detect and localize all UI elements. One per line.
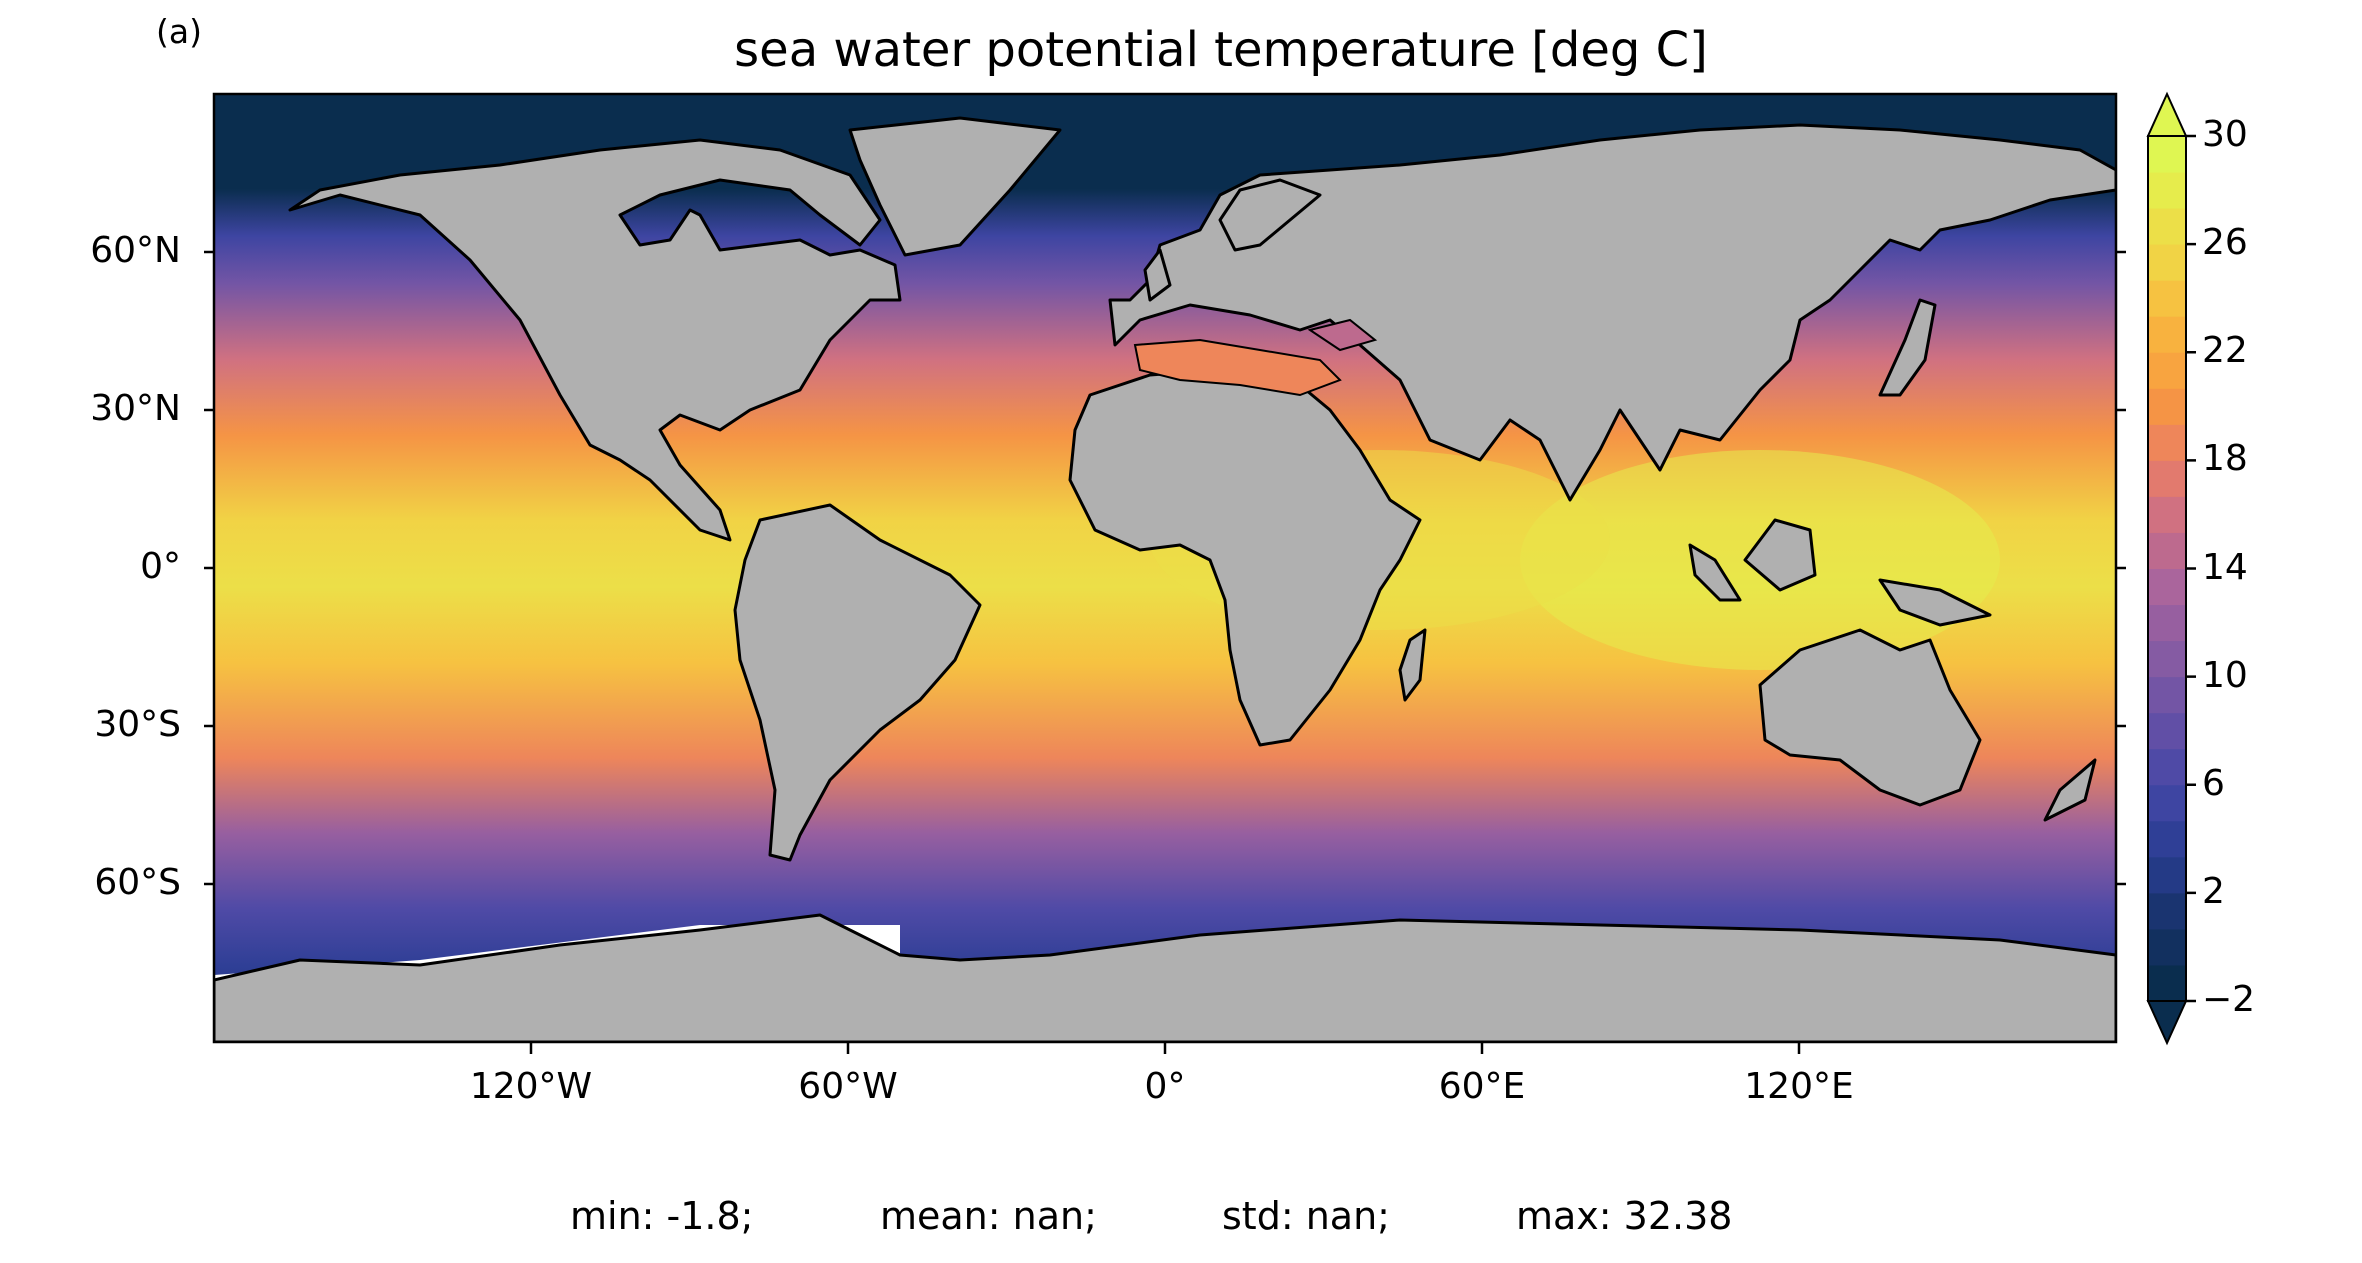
colorbar-segment xyxy=(2148,820,2186,858)
lon-label: 60°E xyxy=(1438,1066,1526,1107)
colorbar-segment xyxy=(2148,280,2186,317)
land-scandinavia xyxy=(1218,178,1322,252)
lat-label: 30°N xyxy=(90,388,181,429)
colorbar-extend-min xyxy=(2146,1000,2188,1046)
colorbar-tick-label: 26 xyxy=(2202,222,2248,264)
land-eurasia xyxy=(1108,123,2116,502)
colorbar-tick-label: 18 xyxy=(2202,438,2248,480)
colorbar-segment xyxy=(2148,496,2186,533)
colorbar-segment xyxy=(2148,964,2186,1002)
colorbar-tick-label: 2 xyxy=(2202,870,2225,912)
colorbar-segment xyxy=(2148,136,2186,173)
land-south-america xyxy=(733,503,982,862)
land-north-america xyxy=(288,138,902,542)
stat-std: std: nan; xyxy=(1222,1194,1390,1238)
colorbar-tick-label: 14 xyxy=(2202,546,2248,588)
land-new-zealand xyxy=(2043,758,2097,822)
colorbar-tick-label: 10 xyxy=(2202,654,2248,696)
lon-label: 0° xyxy=(1144,1066,1186,1107)
colorbar-tick-label: 6 xyxy=(2202,762,2225,804)
colorbar-segment xyxy=(2148,424,2186,461)
landmasses xyxy=(214,116,2116,1042)
colorbar-segment xyxy=(2148,208,2186,245)
land-madagascar xyxy=(1398,628,1427,702)
colorbar-segment xyxy=(2148,748,2186,786)
land-africa xyxy=(1068,368,1422,747)
colorbar-segment xyxy=(2148,928,2186,966)
colorbar-segment xyxy=(2148,604,2186,642)
longitude-ticks xyxy=(529,1042,1801,1054)
colorbar-segment xyxy=(2148,316,2186,353)
panel-label: (a) xyxy=(156,12,202,51)
land-antarctica xyxy=(214,913,2116,1042)
stat-max: max: 32.38 xyxy=(1516,1194,1733,1238)
land-borneo xyxy=(1743,518,1817,592)
colorbar-segment xyxy=(2148,244,2186,281)
colorbar-segment xyxy=(2148,856,2186,894)
lon-label: 60°W xyxy=(798,1066,898,1107)
lat-label: 0° xyxy=(140,546,181,587)
colorbar-segment xyxy=(2148,712,2186,750)
colorbar xyxy=(2146,91,2196,1046)
world-map xyxy=(214,94,2116,1042)
stat-min: min: -1.8; xyxy=(570,1194,754,1238)
land-australia xyxy=(1758,628,1982,807)
stat-mean: mean: nan; xyxy=(880,1194,1097,1238)
map-title: sea water potential temperature [deg C] xyxy=(734,22,1708,78)
colorbar-extend-max xyxy=(2146,91,2188,137)
colorbar-segment xyxy=(2148,460,2186,497)
colorbar-tick-label: 30 xyxy=(2202,114,2248,155)
lat-label: 30°S xyxy=(94,704,181,745)
land-japan xyxy=(1878,298,1937,397)
land-new-guinea xyxy=(1878,578,1992,627)
land-greenland xyxy=(848,116,1062,257)
land-uk xyxy=(1143,248,1172,302)
black-sea xyxy=(1307,318,1378,352)
colorbar-tick-label: 22 xyxy=(2202,330,2248,372)
colorbar-tick-label: −2 xyxy=(2202,979,2256,1020)
colorbar-segment xyxy=(2148,676,2186,714)
colorbar-segment xyxy=(2148,640,2186,678)
lat-label: 60°S xyxy=(94,862,181,903)
lon-label: 120°E xyxy=(1744,1066,1854,1107)
colorbar-segment xyxy=(2148,532,2186,569)
colorbar-segment xyxy=(2148,568,2186,606)
colorbar-segment xyxy=(2148,784,2186,822)
colorbar-segment xyxy=(2148,388,2186,425)
mediterranean-sea xyxy=(1133,338,1342,397)
colorbar-segment xyxy=(2148,172,2186,209)
lon-label: 120°W xyxy=(469,1066,593,1107)
colorbar-segment xyxy=(2148,892,2186,930)
lat-label: 60°N xyxy=(90,230,181,271)
land-sumatra xyxy=(1688,543,1742,602)
colorbar-segment xyxy=(2148,352,2186,389)
latitude-ticks xyxy=(204,250,2126,886)
